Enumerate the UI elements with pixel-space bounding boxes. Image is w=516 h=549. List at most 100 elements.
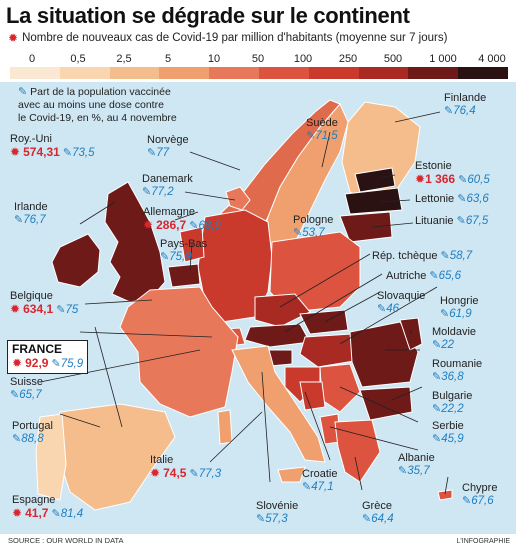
legend-tick: 5 [164,53,172,65]
label-moldova: Moldavie ✎22 [432,326,476,352]
syringe-icon: ✎ [18,86,28,98]
country-name: ✎64,4 [362,513,394,526]
syringe-icon: ✎ [12,433,22,445]
country-name: ✎67,6 [462,495,497,508]
country-name: Chypre [462,482,498,494]
legend-tick: 100 [293,53,313,65]
vaccination-rate: 73,5 [72,147,95,159]
country-name: Belgique [10,290,53,302]
syringe-icon: ✎ [377,303,387,315]
label-slovenia: Slovénie ✎57,3 [256,500,298,526]
leader-line [39,349,201,383]
czechia-shape [254,293,311,328]
country-name: Pays-Bas [160,238,208,250]
country-name: ✎46 [377,303,425,316]
country-name: ✎76,4 [444,105,486,118]
legend-color-swatch [358,67,409,79]
country-name: Slovénie [256,500,299,512]
country-name: Suisse [10,376,44,388]
country-name: ✎75,9 [160,251,207,264]
case-rate: 92,9 [25,356,49,370]
label-ireland: Irlande ✎76,7 [14,201,48,227]
syringe-icon: ✎ [432,339,442,351]
syringe-icon: ✎ [440,250,450,262]
country-name: ✹ 286,7 ✎68,9 [143,219,221,233]
country-name: ✹1 366 ✎60,5 [415,173,490,187]
leader-line [379,199,411,203]
legend-tick: 0 [28,53,36,65]
leader-line [329,426,419,451]
hungary-shape [299,333,361,368]
virus-icon: ✹ [10,145,21,159]
country-name: Moldavie [432,326,477,338]
virus-icon: ✹ [415,172,426,186]
country-name: Bulgarie [432,390,473,402]
label-latvia: Lettonie ✎63,6 [415,193,489,206]
romania-shape [349,321,419,388]
label-finland: Finlande ✎76,4 [444,92,486,118]
leader-line [79,201,116,225]
country-name: ✎77 [147,147,189,160]
country-name: ✎57,3 [256,513,298,526]
country-name: Hongrie [440,295,479,307]
page-title: La situation se dégrade sur le continent [6,3,410,28]
syringe-icon: ✎ [444,105,454,117]
legend-tick: 2,5 [116,53,132,65]
vaccination-rate: 61,9 [449,308,472,320]
vaccination-rate: 77,2 [151,186,174,198]
leader-line [339,286,438,345]
vaccination-rate: 58,7 [449,250,473,262]
vaccination-rate: 64,4 [371,513,394,525]
label-estonia: Estonie ✹1 366 ✎60,5 [415,160,490,187]
label-norway: Norvège ✎77 [147,134,189,160]
estonia-shape [354,167,396,193]
country-name: Roumanie [432,358,483,370]
label-slovakia: Slovaquie ✎46 [377,290,425,316]
label-lithuania: Lituanie ✎67,5 [415,215,488,228]
vaccination-rate: 75 [65,304,79,316]
vaccination-rate: 35,7 [407,465,430,477]
leader-line [321,131,331,168]
legend-tick: 250 [338,53,358,65]
leader-line [391,386,423,401]
leader-line [339,386,419,423]
leader-line [444,476,449,495]
case-rate: 634,1 [23,302,54,316]
syringe-icon: ✎ [56,304,66,316]
syringe-icon: ✎ [256,513,266,525]
vaccination-rate: 63,6 [466,193,489,205]
leader-line [189,243,193,271]
leader-line [79,331,213,338]
ireland-shape [51,233,101,288]
label-austria: Autriche ✎65,6 [386,270,461,283]
label-netherlands: Pays-Bas ✎75,9 [160,238,207,264]
sicily-shape [277,466,306,483]
denmark-shape [225,186,251,211]
syringe-icon: ✎ [458,174,468,186]
label-hungary: Hongrie ✎61,9 [440,295,479,321]
country-name: FRANCE [12,342,62,356]
country-name: Roy.-Uni [10,133,52,145]
vaccination-rate: 68,9 [198,220,221,232]
label-portugal: Portugal ✎88,8 [12,420,53,446]
country-name: ✎76,7 [14,214,48,227]
moldova-shape [399,317,423,351]
cyprus-shape [437,489,453,501]
case-rate: 574,31 [23,145,60,159]
country-name: Pologne [293,214,334,226]
label-italy: Italie ✹ 74,5 ✎77,3 [150,454,221,481]
legend-color-swatch [59,67,110,79]
label-albania: Albanie ✎35,7 [398,452,435,478]
vaccination-rate: 71,5 [315,130,338,142]
country-name: Lituanie ✎67,5 [415,215,488,228]
bulgaria-shape [359,386,413,421]
source-note: SOURCE : OUR WORLD IN DATA [8,536,124,545]
country-name: ✹ 574,31 ✎73,5 [10,146,95,160]
leader-line [394,111,441,123]
vaccination-rate: 67,5 [465,215,489,227]
legend-color-swatch [209,67,259,79]
country-name: ✹ 634,1 ✎75 [10,303,78,317]
country-name: Lettonie ✎63,6 [415,193,489,206]
country-name: ✎22 [432,339,476,352]
syringe-icon: ✎ [51,508,61,520]
